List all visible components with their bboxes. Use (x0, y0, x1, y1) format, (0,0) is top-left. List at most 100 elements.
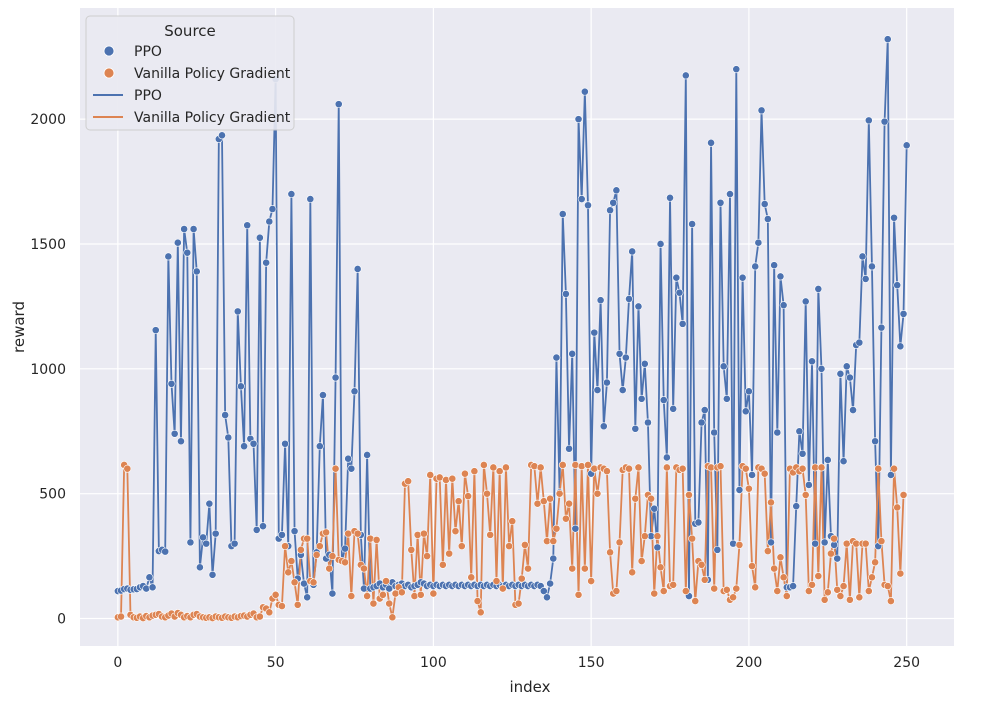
data-point-vanilla-policy-gradient (735, 540, 744, 549)
data-point-vanilla-policy-gradient (659, 587, 668, 595)
data-point-vanilla-policy-gradient (899, 491, 908, 499)
data-point-ppo (700, 406, 709, 414)
data-point-ppo (817, 364, 826, 373)
data-point-ppo (792, 502, 801, 511)
data-point-ppo (353, 265, 362, 273)
data-point-vanilla-policy-gradient (896, 569, 905, 578)
data-point-vanilla-policy-gradient (442, 476, 450, 484)
data-point-ppo (224, 433, 233, 442)
data-point-vanilla-policy-gradient (322, 528, 331, 537)
data-point-ppo (631, 424, 640, 433)
x-tick-label: 150 (578, 655, 605, 671)
data-point-vanilla-policy-gradient (448, 474, 457, 483)
data-point-vanilla-policy-gradient (871, 558, 880, 567)
data-point-vanilla-policy-gradient (827, 549, 835, 558)
data-point-ppo (618, 386, 627, 394)
data-point-ppo (161, 547, 170, 556)
data-point-vanilla-policy-gradient (603, 467, 611, 476)
data-point-vanilla-policy-gradient (284, 568, 293, 577)
data-point-vanilla-policy-gradient (615, 538, 624, 547)
y-tick-label: 0 (57, 612, 66, 628)
data-point-vanilla-policy-gradient (700, 575, 709, 584)
x-tick-label: 250 (893, 655, 920, 671)
data-point-vanilla-policy-gradient (839, 582, 848, 590)
data-point-vanilla-policy-gradient (558, 461, 567, 469)
data-point-ppo (615, 349, 624, 358)
data-point-vanilla-policy-gradient (123, 464, 132, 473)
data-point-ppo (199, 533, 207, 542)
data-point-ppo (628, 247, 637, 256)
data-point-ppo (871, 437, 880, 446)
data-point-ppo (719, 362, 728, 371)
data-point-vanilla-policy-gradient (502, 463, 510, 472)
data-point-vanilla-policy-gradient (722, 585, 731, 594)
y-axis-ticks: 0 500 1000 1500 2000 (30, 112, 66, 627)
data-point-vanilla-policy-gradient (309, 578, 318, 587)
data-point-vanilla-policy-gradient (770, 564, 779, 573)
data-point-vanilla-policy-gradient (325, 564, 334, 573)
data-point-vanilla-policy-gradient (691, 597, 700, 605)
data-point-vanilla-policy-gradient (495, 467, 504, 476)
data-point-ppo (281, 439, 289, 448)
data-point-ppo (539, 587, 548, 595)
data-point-ppo (145, 573, 154, 582)
data-point-vanilla-policy-gradient (347, 592, 356, 600)
data-point-vanilla-policy-gradient (685, 491, 693, 499)
data-point-vanilla-policy-gradient (265, 608, 274, 617)
data-point-ppo (334, 100, 343, 109)
data-point-vanilla-policy-gradient (271, 590, 280, 599)
data-point-vanilla-policy-gradient (366, 534, 375, 543)
data-point-vanilla-policy-gradient (767, 498, 775, 507)
data-point-vanilla-policy-gradient (861, 539, 870, 548)
data-point-ppo (836, 369, 845, 378)
data-point-vanilla-policy-gradient (549, 537, 558, 546)
data-point-ppo (606, 206, 614, 215)
data-point-vanilla-policy-gradient (612, 587, 621, 595)
data-point-vanilla-policy-gradient (634, 463, 643, 472)
data-point-vanilla-policy-gradient (410, 592, 419, 600)
data-point-ppo (738, 273, 747, 282)
data-point-vanilla-policy-gradient (688, 534, 697, 543)
data-point-vanilla-policy-gradient (520, 540, 529, 549)
data-point-vanilla-policy-gradient (893, 503, 902, 512)
data-point-ppo (593, 386, 602, 394)
data-point-vanilla-policy-gradient (568, 564, 577, 573)
legend-marker-ppo (103, 45, 115, 57)
data-point-vanilla-policy-gradient (489, 463, 498, 472)
data-point-ppo (902, 141, 911, 150)
data-point-ppo (644, 418, 652, 427)
data-point-vanilla-policy-gradient (574, 590, 583, 599)
data-point-ppo (218, 131, 226, 140)
data-point-ppo (268, 205, 277, 213)
data-point-vanilla-policy-gradient (763, 547, 772, 556)
data-point-vanilla-policy-gradient (681, 587, 690, 595)
data-point-vanilla-policy-gradient (423, 552, 431, 561)
data-point-vanilla-policy-gradient (407, 545, 416, 554)
data-point-ppo (893, 281, 902, 290)
data-point-vanilla-policy-gradient (864, 587, 873, 595)
data-point-ppo (562, 290, 570, 298)
data-point-vanilla-policy-gradient (760, 469, 769, 478)
data-point-vanilla-policy-gradient (378, 590, 387, 599)
data-point-vanilla-policy-gradient (571, 461, 580, 469)
grid-lines (80, 8, 954, 646)
data-point-vanilla-policy-gradient (732, 584, 741, 593)
data-point-vanilla-policy-gradient (372, 535, 381, 544)
data-point-vanilla-policy-gradient (830, 534, 838, 543)
data-point-ppo (262, 258, 271, 267)
data-point-ppo (221, 411, 230, 419)
data-point-vanilla-policy-gradient (473, 597, 482, 605)
data-point-vanilla-policy-gradient (845, 595, 854, 604)
data-point-vanilla-policy-gradient (820, 595, 829, 604)
data-point-vanilla-policy-gradient (353, 529, 362, 538)
data-point-vanilla-policy-gradient (587, 577, 596, 585)
data-point-ppo (303, 593, 312, 602)
data-point-vanilla-policy-gradient (508, 517, 517, 526)
data-point-ppo (763, 215, 772, 223)
data-point-ppo (151, 326, 160, 335)
data-point-ppo (811, 539, 820, 548)
y-tick-label: 2000 (30, 112, 66, 128)
data-point-ppo (896, 342, 905, 351)
data-point-ppo (861, 275, 870, 283)
data-point-ppo (328, 589, 337, 598)
